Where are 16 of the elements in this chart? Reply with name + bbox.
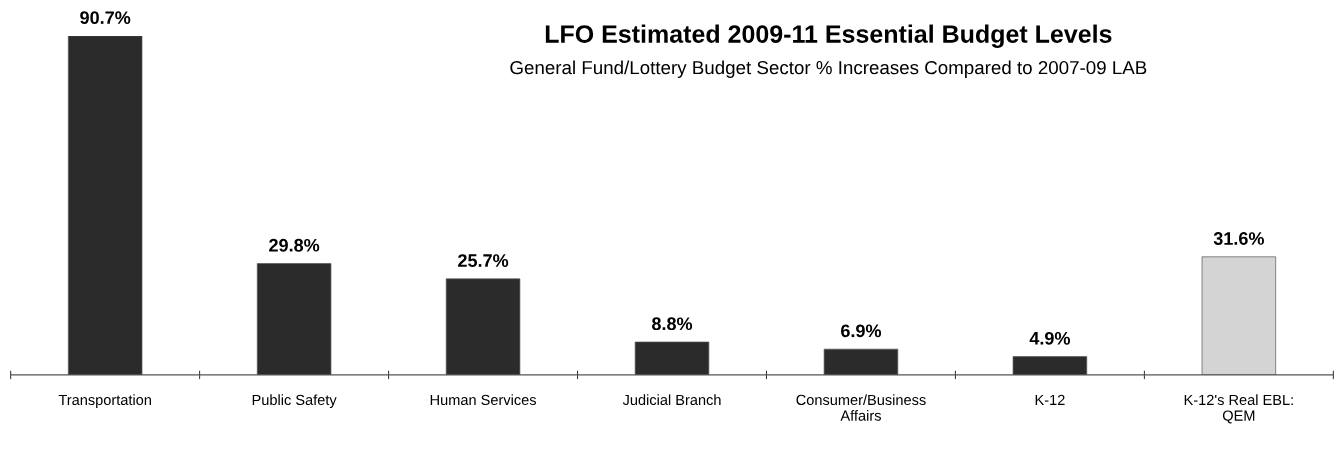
x-tick-label: Public Safety [252,394,337,408]
data-label: 90.7% [80,11,131,25]
data-label: 4.9% [1029,331,1071,345]
x-tick-label: Transportation [58,394,151,408]
data-label: 25.7% [458,254,509,267]
x-tick-label: Judicial Branch [622,394,721,406]
data-label: 31.6% [1213,232,1264,245]
data-label: 29.8% [269,238,320,252]
data-label: 8.8% [652,317,693,331]
data-label: 6.9% [841,324,882,338]
x-tick-label: Consumer/Business Affairs [796,394,926,421]
text: General Fund/Lottery Budget Sector % Increases Compared to 2007-09 LAB [510,60,1147,78]
x-tick-label: Human Services [430,394,537,406]
x-tick-label: K-12's Real EBL: QEM [1184,394,1293,424]
chart-title: LFO Estimated 2009-11 Essential Budget Levels [545,24,1112,48]
x-tick-label: K-12 [1035,394,1065,405]
